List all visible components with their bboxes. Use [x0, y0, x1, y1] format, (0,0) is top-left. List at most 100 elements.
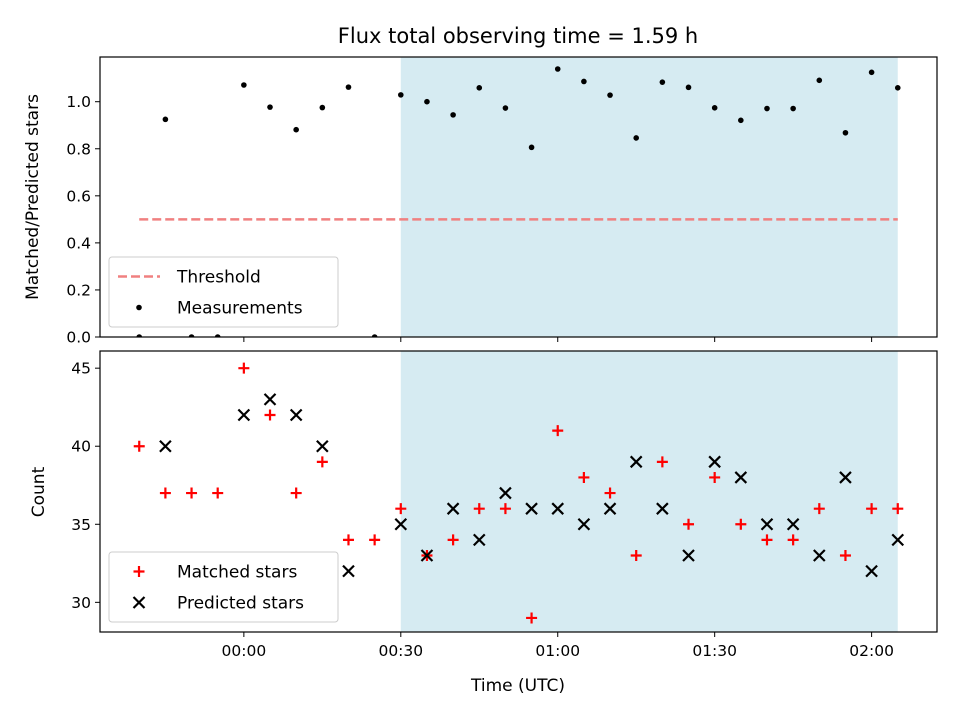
top-dot-point [188, 334, 195, 337]
bottom-x-point [499, 486, 512, 500]
bottom-plot-area [133, 362, 905, 624]
x-tick-label: 01:00 [535, 642, 580, 660]
top-dot-point [450, 112, 456, 118]
bottom-plus-point [447, 534, 459, 546]
bottom-plus-point [499, 503, 511, 515]
top-dot-point [345, 84, 352, 90]
x-tick-label: 00:00 [222, 642, 267, 660]
bottom-x-point [159, 439, 172, 453]
legend-matched-swatch [133, 566, 145, 577]
legend-measurements-swatch [136, 304, 142, 311]
bottom-x-point [760, 518, 774, 531]
chart-title: Flux total observing time = 1.59 h [338, 24, 698, 48]
bottom-axes-frame [99, 350, 938, 633]
bottom-x-point [394, 518, 408, 531]
bottom-plus-point [238, 362, 250, 374]
bottom-plus-point [578, 471, 590, 483]
top-axes-frame [99, 56, 938, 338]
bottom-plus-point [133, 440, 145, 452]
top-dot-point [711, 105, 718, 111]
bottom-plus-point [526, 612, 538, 624]
bottom-plus-point [813, 503, 825, 515]
top-dot-point [424, 98, 430, 105]
bottom-x-point [237, 408, 251, 422]
top-dot-point [764, 105, 770, 112]
bottom-x-point [734, 471, 748, 484]
top-y-tick-label: 0.0 [66, 329, 91, 347]
bottom-plus-point [735, 518, 747, 530]
bottom-plus-point [839, 550, 851, 562]
top-dot-point [868, 69, 875, 76]
top-dot-point [659, 79, 666, 85]
bottom-x-point [786, 518, 800, 531]
bottom-x-point [603, 502, 617, 515]
bottom-x-point [839, 471, 852, 484]
bottom-observing-span [400, 351, 898, 632]
top-dot-point [581, 78, 587, 85]
top-legend-box [108, 256, 339, 328]
bottom-x-point [316, 439, 329, 453]
bottom-plus-point [395, 503, 407, 515]
bottom-plus-point [159, 487, 171, 499]
top-dot-point [894, 85, 901, 91]
top-y-tick-label: 1.0 [66, 93, 91, 111]
bottom-plus-point [264, 409, 276, 421]
bottom-legend-box [108, 551, 339, 623]
top-panel: Matched/Predicted stars 0.0 0.2 0.4 0.6 0.8 1… [23, 56, 938, 347]
top-dot-point [790, 105, 796, 112]
bottom-y-axis-label: Count [29, 466, 49, 517]
bottom-y-tick-label: 45 [71, 360, 91, 378]
bottom-plus-point [787, 534, 799, 546]
bottom-x-point [263, 393, 277, 406]
top-legend-label: Threshold [176, 268, 261, 288]
top-observing-span [400, 57, 898, 337]
top-dot-point [476, 85, 483, 91]
bottom-plus-point [290, 487, 302, 499]
top-dot-point [267, 104, 273, 110]
bottom-x-point [420, 549, 434, 562]
bottom-x-point [629, 455, 643, 469]
bottom-x-point [289, 408, 303, 422]
top-legend: Threshold Measurements [108, 256, 339, 328]
bottom-plus-point [761, 534, 773, 546]
bottom-x-point [865, 564, 878, 578]
bottom-y-tick-label: 35 [71, 516, 91, 534]
x-tick-label: 02:00 [849, 642, 894, 660]
bottom-plus-point [630, 550, 642, 562]
bottom-plus-point [552, 425, 564, 437]
bottom-x-point [656, 502, 669, 515]
bottom-legend: Matched stars Predicted stars [108, 551, 339, 623]
bottom-plus-point [656, 456, 668, 468]
top-dot-point [136, 334, 143, 337]
top-y-tick-label: 0.4 [66, 234, 91, 252]
bottom-x-point [891, 533, 905, 547]
bottom-panel: Count Time (UTC) 30 35 40 45 00:00 00:30 01:00… [29, 350, 938, 696]
bottom-x-point [551, 502, 565, 515]
top-dot-point [607, 92, 613, 98]
bottom-plus-point [186, 487, 198, 499]
bottom-plus-point [316, 456, 328, 468]
bottom-plus-point [866, 503, 878, 515]
bottom-plus-point [369, 534, 381, 546]
top-dot-point [816, 77, 823, 84]
bottom-legend-label: Predicted stars [177, 594, 304, 614]
top-dot-point [528, 144, 535, 151]
bottom-plus-point [604, 487, 616, 499]
top-y-axis-label: Matched/Predicted stars [23, 94, 43, 300]
top-dot-point [397, 92, 404, 98]
bottom-x-point [813, 549, 826, 562]
top-legend-label: Measurements [177, 299, 303, 319]
bottom-plus-point [892, 503, 904, 515]
top-dot-point [241, 82, 247, 88]
top-y-tick-label: 0.2 [66, 281, 91, 299]
top-dot-point [214, 334, 221, 337]
top-dot-point [738, 117, 744, 124]
x-tick-label: 01:30 [692, 642, 737, 660]
top-dot-point [633, 135, 640, 141]
top-plot-area [136, 66, 901, 337]
bottom-x-point [446, 502, 460, 515]
top-y-tick-label: 0.8 [66, 140, 91, 158]
bottom-y-tick-label: 30 [71, 594, 91, 612]
bottom-x-point [342, 564, 355, 578]
